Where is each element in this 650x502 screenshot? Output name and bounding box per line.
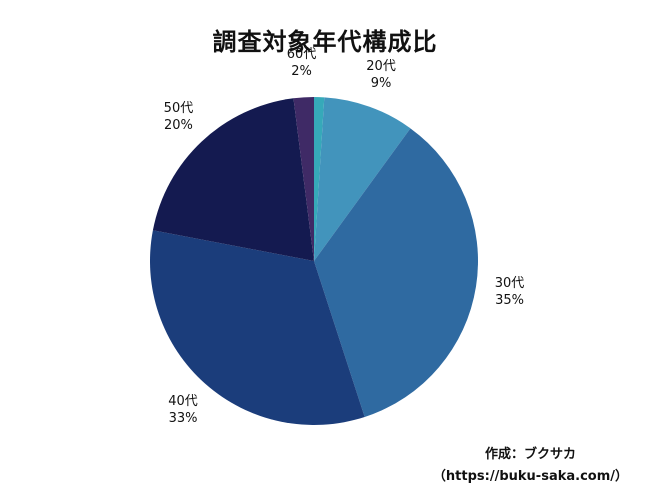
pie-slice-40代 (149, 230, 365, 425)
slice-label-percent: 2% (291, 64, 312, 80)
pie-slice-50代 (152, 98, 314, 262)
slice-label-name: 30代 (494, 275, 525, 291)
chart-title: 調査対象年代構成比 (212, 28, 438, 56)
slice-label-name: 20代 (366, 58, 396, 74)
slice-label-percent: 35% (495, 292, 524, 308)
credit-url: （https://buku-saka.com/） (432, 469, 628, 484)
pie-slice-60代 (293, 97, 314, 261)
credit: 作成：ブクサカ （https://buku-saka.com/） (433, 444, 628, 488)
slice-label-30代: 30代 35% (475, 275, 545, 309)
slice-label-40代: 40代 33% (148, 393, 218, 427)
slice-label-50代: 50代 20% (143, 100, 213, 134)
slice-label-name: 50代 (163, 100, 194, 116)
pie-slice-10代 (314, 97, 325, 261)
slice-label-60代: 60代 2% (267, 46, 337, 80)
pie-slice-30代 (314, 128, 478, 417)
slice-label-percent: 33% (168, 410, 198, 426)
credit-author: 作成：ブクサカ (484, 447, 576, 462)
pie-slice-20代 (314, 97, 411, 262)
slice-label-percent: 20% (164, 117, 193, 133)
slice-label-name: 60代 (286, 47, 317, 63)
slice-label-percent: 9% (370, 75, 392, 91)
slice-label-20代: 20代 9% (346, 58, 416, 92)
slice-label-name: 40代 (168, 393, 198, 409)
